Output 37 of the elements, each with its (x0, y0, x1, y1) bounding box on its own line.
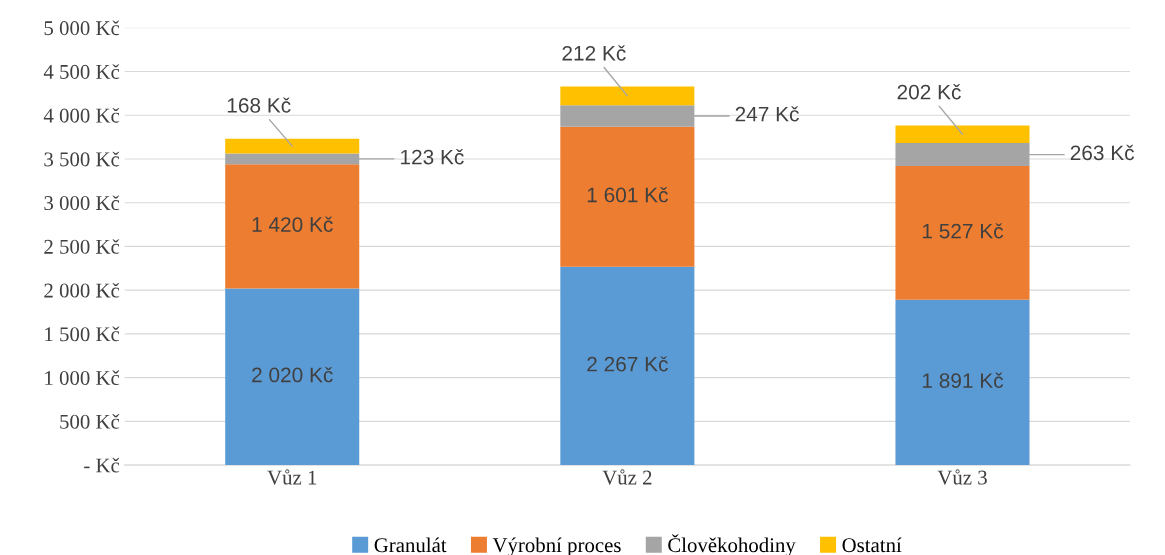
y-tick-label: 2 000 Kč (44, 282, 120, 298)
y-tick-label: 5 000 Kč (44, 20, 120, 36)
bar (895, 299, 1030, 466)
data-label: 168 Kč (227, 97, 291, 113)
y-tick-label: 4 500 Kč (43, 64, 120, 79)
data-label: 1 420 Kč (252, 216, 333, 232)
y-tick-label: - Kč (84, 457, 120, 473)
data-label: 212 Kč (562, 45, 626, 61)
data-label: 2 267 Kč (587, 356, 668, 372)
data-label: 1 891 Kč (922, 372, 1004, 388)
data-label: 2 020 Kč (252, 366, 333, 383)
x-tick-label: Vůz 3 (937, 469, 987, 485)
y-tick-label: 4 000 Kč (43, 107, 120, 123)
data-label: 1 527 Kč (922, 223, 1004, 239)
bar (895, 125, 1030, 144)
bar (560, 266, 695, 466)
x-tick-label: Vůz 1 (267, 469, 317, 485)
bar (225, 138, 360, 154)
data-label: 1 601 Kč (587, 187, 668, 203)
bar (560, 126, 695, 267)
data-label: 263 Kč (1070, 144, 1135, 161)
data-label: 202 Kč (897, 84, 961, 100)
data-label: 247 Kč (735, 106, 799, 122)
bar (225, 288, 360, 466)
y-tick-label: 500 Kč (60, 414, 120, 429)
y-tick-label: 2 500 Kč (44, 239, 120, 254)
bar (225, 164, 360, 289)
y-tick-label: 3 000 Kč (44, 195, 120, 211)
bar (895, 166, 1030, 300)
bar (560, 86, 695, 106)
y-tick-label: 3 500 Kč (44, 151, 120, 167)
y-tick-label: 1 500 Kč (45, 326, 120, 342)
legend-label: Ostatní (842, 537, 902, 553)
x-tick-label: Vůz 2 (602, 469, 652, 485)
y-tick-label: 1 000 Kč (45, 370, 120, 386)
legend-label: Granulát (374, 537, 447, 553)
data-label: 123 Kč (401, 149, 464, 165)
